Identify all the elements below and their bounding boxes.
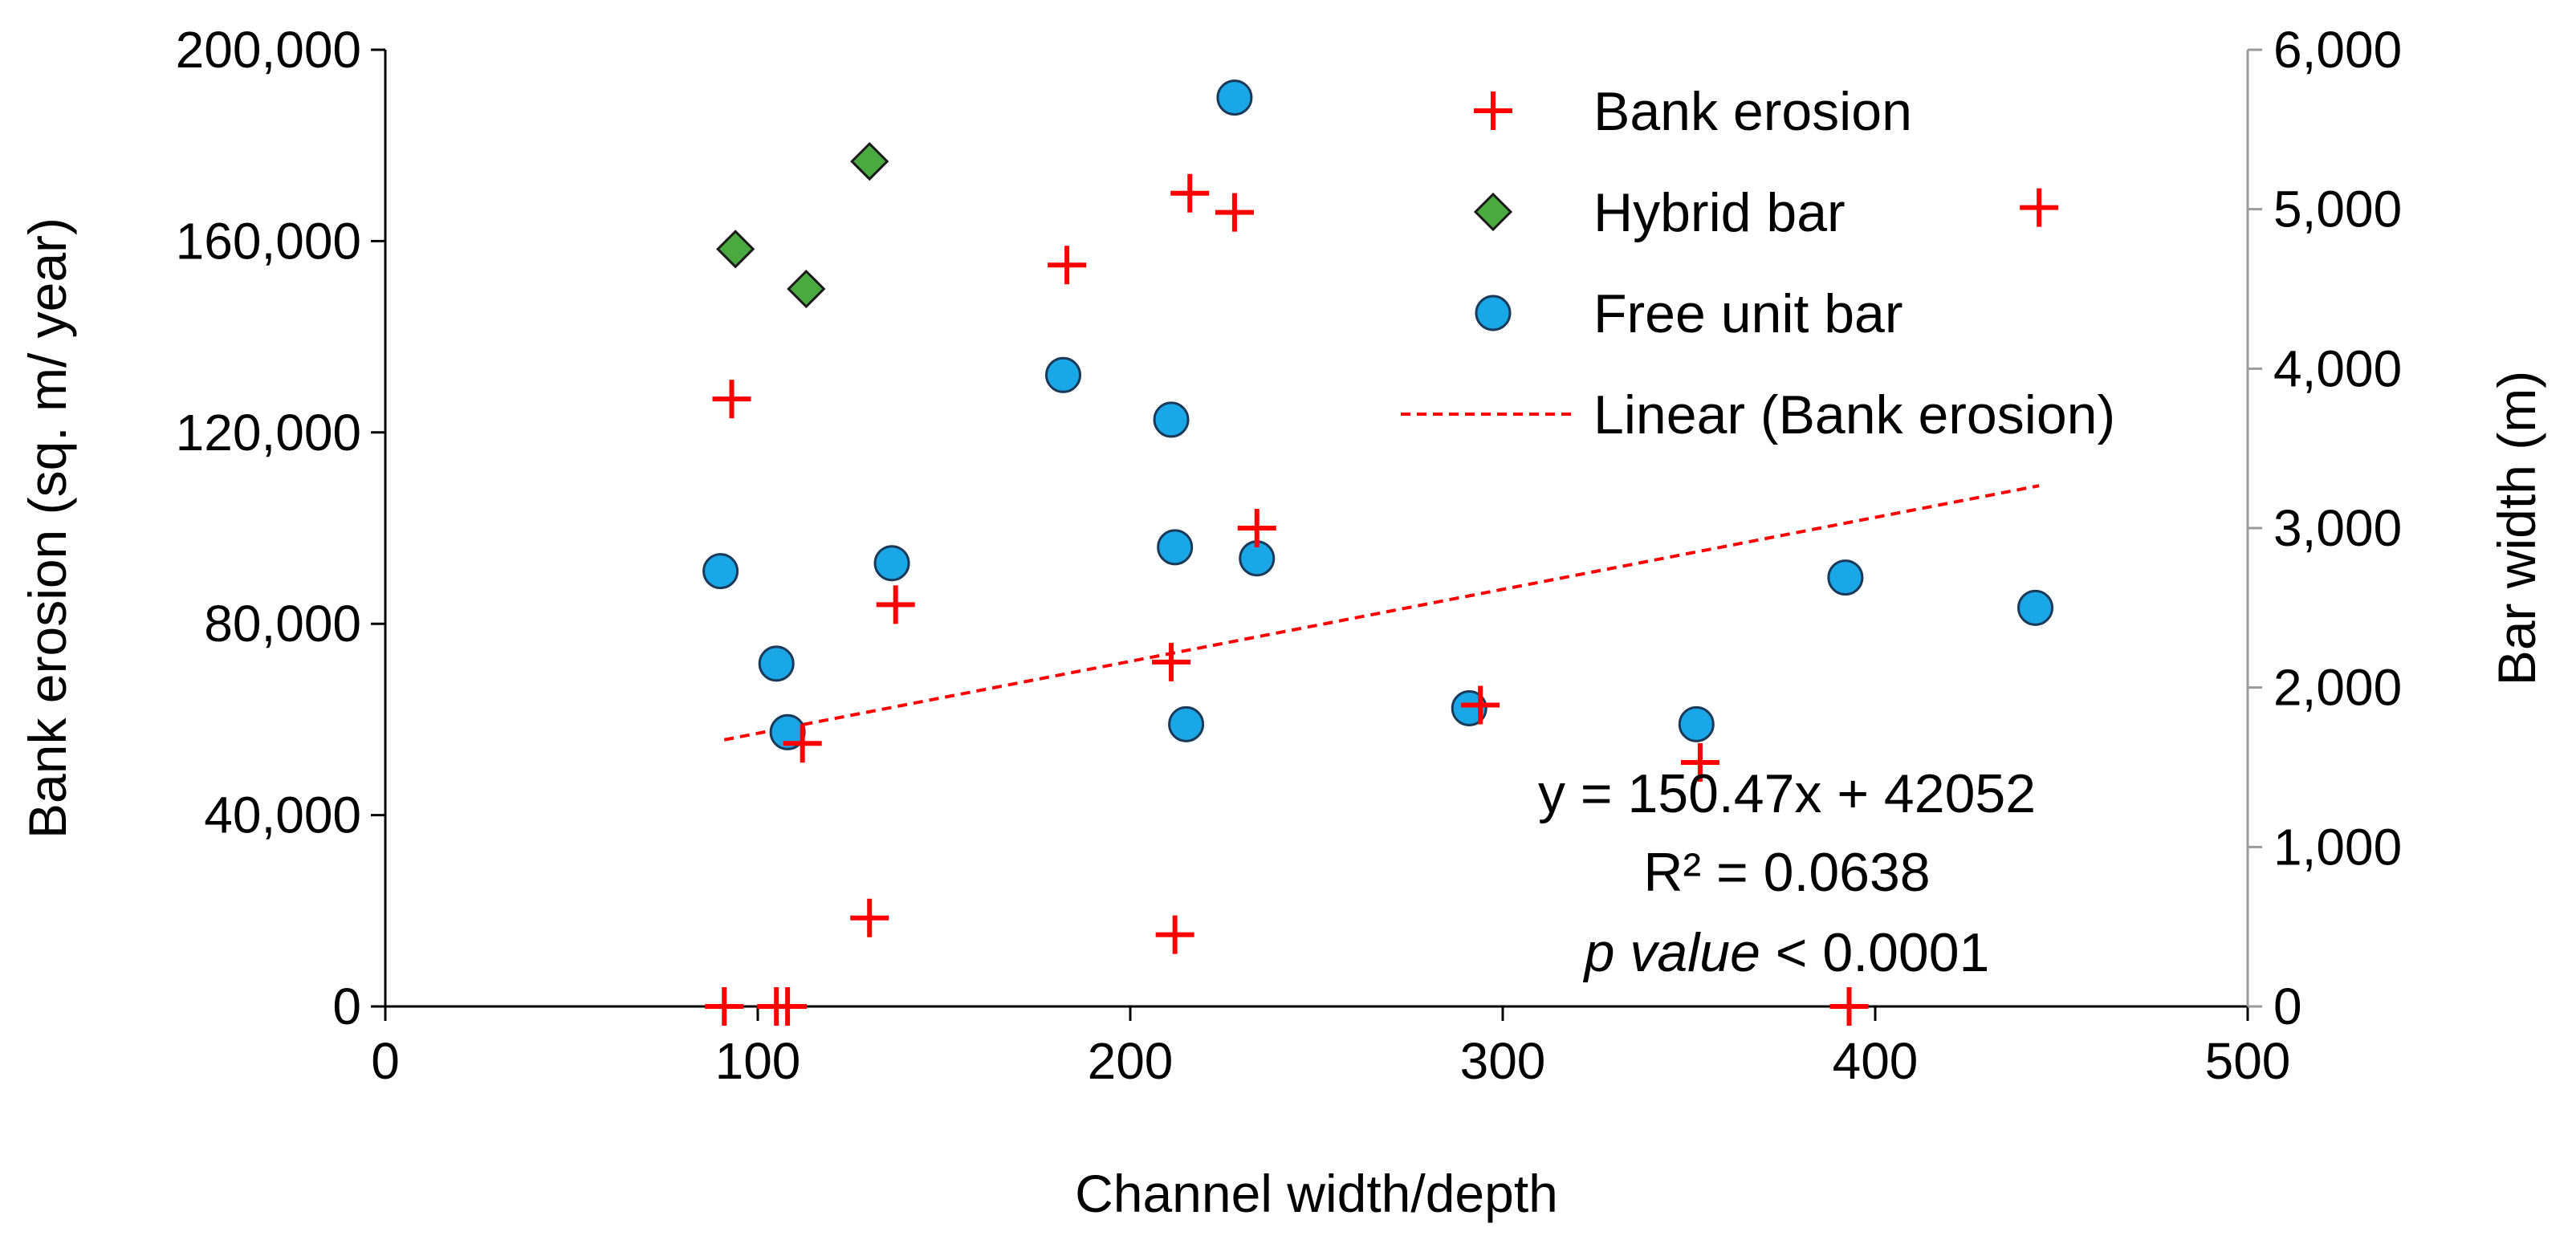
p-value-rest: < 0.0001 xyxy=(1760,922,1989,983)
free-unit-bar-point xyxy=(1827,559,1864,596)
axes xyxy=(384,50,2249,1008)
bank-erosion-point xyxy=(783,724,822,763)
x-tick-label: 300 xyxy=(1460,1032,1546,1090)
y-tick-label: 160,000 xyxy=(176,212,361,270)
equation-annotation: y = 150.47x + 42052 xyxy=(1538,763,2036,824)
ticks: 0 100 200 300 400 500040,00080,000120,000160,… xyxy=(176,21,2403,1090)
trendline-group xyxy=(723,484,2040,742)
x-tick-label: 400 xyxy=(1833,1032,1919,1090)
bank-erosion-point xyxy=(1152,642,1191,681)
free-unit-bar-point xyxy=(1168,705,1205,742)
free-unit-bar-point xyxy=(1451,689,1487,726)
bank-erosion-point xyxy=(1237,509,1276,547)
legend-label-free-unit-bar: Free unit bar xyxy=(1593,283,1903,344)
free-unit-bar-point xyxy=(1157,529,1194,566)
y-tick-label: 120,000 xyxy=(176,404,361,461)
hybrid-bar-point xyxy=(716,230,755,269)
bank-erosion-point xyxy=(712,380,751,419)
trendline xyxy=(723,484,2040,742)
p-value-annotation: p value < 0.0001 xyxy=(1583,922,1990,983)
bank-erosion-point xyxy=(705,987,744,1026)
regression-annotation: y = 150.47x + 42052 R² = 0.0638 p value … xyxy=(1538,763,2036,983)
x-axis-label: Channel width/depth xyxy=(1075,1164,1558,1223)
free-unit-bar-point xyxy=(702,553,739,590)
x-tick-label: 0 xyxy=(371,1032,400,1090)
legend-symbol-hybrid-bar xyxy=(1473,192,1513,232)
hybrid-bar-point xyxy=(787,269,826,309)
y2-axis-label: Bar width (m) xyxy=(2487,371,2546,685)
y-tick-label: 0 xyxy=(332,978,361,1035)
y2-tick-label: 2,000 xyxy=(2273,659,2402,717)
legend-marker-bank-erosion xyxy=(1474,91,1512,130)
bank-erosion-point xyxy=(1461,685,1500,725)
r-squared-annotation: R² = 0.0638 xyxy=(1643,842,1930,903)
legend-marker-free-unit-bar xyxy=(1475,295,1512,331)
legend-symbol-free-unit-bar xyxy=(1475,295,1512,331)
bank-erosion-point xyxy=(876,585,915,624)
free-unit-bar-point xyxy=(2017,589,2054,626)
legend-symbol-bank-erosion xyxy=(1474,91,1512,130)
bank-erosion-point xyxy=(1048,246,1087,285)
bank-erosion-point xyxy=(1155,915,1194,954)
bank-erosion-point xyxy=(768,987,808,1026)
legend-marker-hybrid-bar xyxy=(1473,192,1513,232)
y2-tick-label: 5,000 xyxy=(2273,181,2402,238)
x-tick-label: 500 xyxy=(2205,1032,2291,1090)
y2-tick-label: 1,000 xyxy=(2273,818,2402,876)
bank-erosion-point xyxy=(1680,743,1719,783)
bank-erosion-point xyxy=(1215,193,1254,232)
free-unit-bar-point xyxy=(1153,401,1190,438)
bank-erosion-point xyxy=(850,898,889,937)
x-tick-label: 200 xyxy=(1088,1032,1174,1090)
p-value-italic: p value xyxy=(1583,922,1760,983)
x-tick-label: 100 xyxy=(715,1032,801,1090)
bank-erosion-point xyxy=(1170,173,1210,213)
data-marks xyxy=(702,79,2059,1026)
legend-label-linear-trend: Linear (Bank erosion) xyxy=(1593,384,2115,445)
free-unit-bar-point xyxy=(1678,705,1715,742)
legend-label-bank-erosion: Bank erosion xyxy=(1593,81,1912,142)
y-tick-label: 40,000 xyxy=(204,787,361,844)
y-tick-label: 80,000 xyxy=(204,595,361,652)
y-tick-label: 200,000 xyxy=(176,21,361,79)
y2-tick-label: 6,000 xyxy=(2273,21,2402,79)
bank-erosion-point xyxy=(2020,188,2059,227)
legend: Bank erosion Hybrid bar Free unit bar Li… xyxy=(1401,81,2115,445)
y2-tick-label: 0 xyxy=(2273,978,2302,1035)
y2-tick-label: 4,000 xyxy=(2273,339,2402,397)
bank-erosion-point xyxy=(1829,987,1869,1026)
free-unit-bar-point xyxy=(758,645,795,682)
y2-tick-label: 3,000 xyxy=(2273,499,2402,557)
free-unit-bar-point xyxy=(1216,79,1253,116)
free-unit-bar-point xyxy=(873,545,910,582)
free-unit-bar-point xyxy=(1044,356,1081,393)
hybrid-bar-point xyxy=(850,141,889,181)
legend-label-hybrid-bar: Hybrid bar xyxy=(1593,182,1846,243)
y-axis-label: Bank erosion (sq. m/ year) xyxy=(18,217,77,839)
